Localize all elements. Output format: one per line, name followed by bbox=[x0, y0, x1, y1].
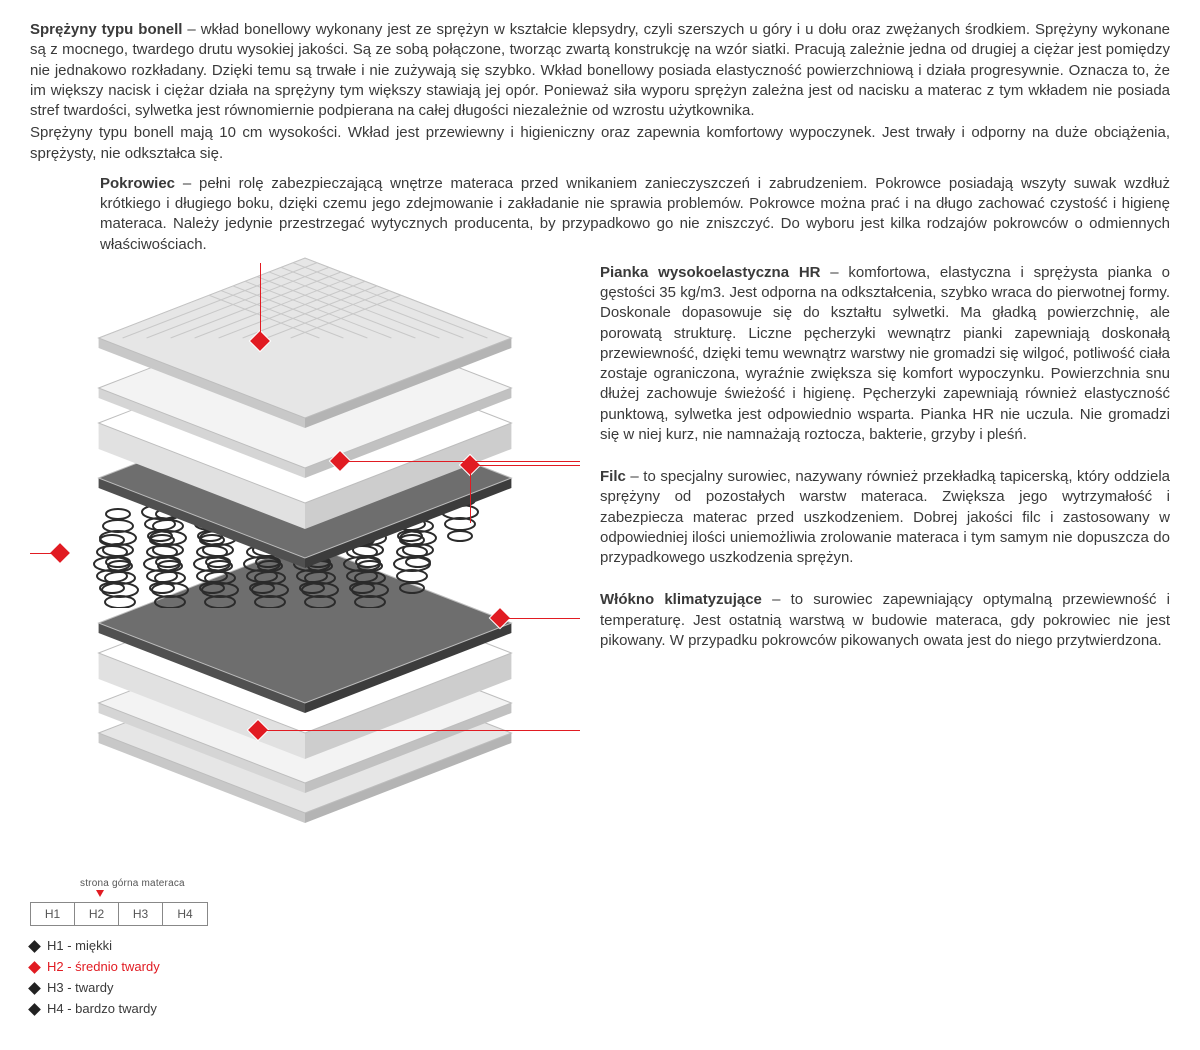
mattress-exploded-diagram bbox=[30, 263, 580, 773]
diamond-icon bbox=[28, 982, 41, 995]
hardness-cell: H3 bbox=[119, 903, 163, 925]
legend-arrow bbox=[30, 892, 1170, 902]
section-wlokno: Włókno klimatyzujące – to surowiec zapew… bbox=[600, 590, 1170, 651]
heading-wlokno: Włókno klimatyzujące bbox=[600, 591, 762, 608]
leader-line bbox=[500, 618, 580, 619]
diamond-icon bbox=[28, 940, 41, 953]
diamond-icon bbox=[28, 1003, 41, 1016]
right-text-column: Pianka wysokoelastyczna HR – komfortowa,… bbox=[600, 263, 1170, 773]
leader-line bbox=[470, 465, 471, 523]
heading-pianka-hr: Pianka wysokoelastyczna HR bbox=[600, 264, 821, 281]
hardness-scale-row: H1H2H3H4 bbox=[30, 902, 208, 926]
hardness-legend-item: H1 - miękki bbox=[30, 936, 1170, 957]
section-sprezyny: Sprężyny typu bonell – wkład bonellowy w… bbox=[30, 20, 1170, 164]
leader-line bbox=[258, 730, 580, 731]
hardness-legend: strona górna materaca H1H2H3H4 H1 - mięk… bbox=[30, 877, 1170, 1020]
layer-pokrowiec-top bbox=[90, 238, 520, 438]
heading-sprezyny: Sprężyny typu bonell bbox=[30, 21, 182, 38]
section-pianka-hr: Pianka wysokoelastyczna HR – komfortowa,… bbox=[600, 263, 1170, 445]
hardness-cell: H2 bbox=[75, 903, 119, 925]
heading-pokrowiec: Pokrowiec bbox=[100, 175, 175, 192]
hardness-legend-label: H2 - średnio twardy bbox=[47, 957, 160, 978]
hardness-legend-label: H1 - miękki bbox=[47, 936, 112, 957]
hardness-legend-list: H1 - miękkiH2 - średnio twardyH3 - tward… bbox=[30, 936, 1170, 1019]
leader-line bbox=[340, 461, 580, 462]
heading-filc: Filc bbox=[600, 468, 626, 485]
paragraph-sprezyny-2: Sprężyny typu bonell mają 10 cm wysokośc… bbox=[30, 123, 1170, 164]
diagram-column bbox=[30, 263, 580, 773]
section-filc: Filc – to specjalny surowiec, nazywany r… bbox=[600, 467, 1170, 568]
hardness-cell: H1 bbox=[31, 903, 75, 925]
leader-line bbox=[470, 465, 580, 466]
hardness-legend-label: H3 - twardy bbox=[47, 978, 113, 999]
hardness-cell: H4 bbox=[163, 903, 207, 925]
hardness-legend-item: H3 - twardy bbox=[30, 978, 1170, 999]
hardness-legend-item: H2 - średnio twardy bbox=[30, 957, 1170, 978]
leader-line bbox=[260, 263, 261, 341]
legend-title: strona górna materaca bbox=[30, 877, 1170, 891]
paragraph-sprezyny-1: Sprężyny typu bonell – wkład bonellowy w… bbox=[30, 20, 1170, 121]
diamond-icon bbox=[28, 961, 41, 974]
leader-line bbox=[30, 553, 60, 554]
hardness-legend-item: H4 - bardzo twardy bbox=[30, 999, 1170, 1020]
hardness-legend-label: H4 - bardzo twardy bbox=[47, 999, 157, 1020]
